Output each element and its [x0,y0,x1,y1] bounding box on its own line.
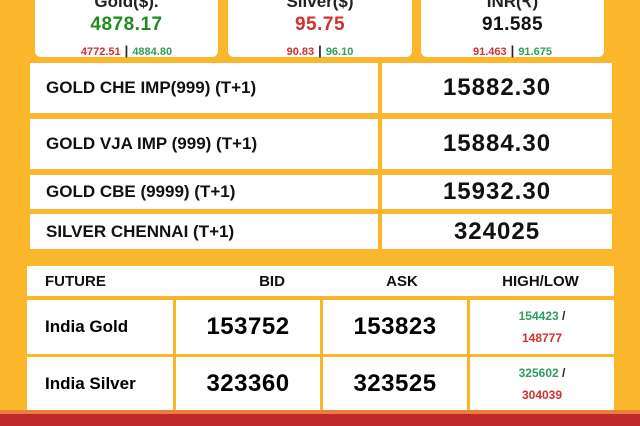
spot-row: GOLD CHE IMP(999) (T+1) 15882.30 [30,63,612,113]
future-ask: 153823 [323,300,467,354]
card-low: 91.463 [473,46,507,58]
card-high: 91.675 [518,46,552,58]
footer-divider [0,410,640,414]
header-future: FUTURE [45,272,106,290]
slash: / [562,309,566,323]
card-value: 95.75 [294,14,346,35]
spot-price: 15884.30 [382,119,612,169]
future-bid: 323360 [176,357,320,411]
card-low: 4772.51 [80,46,121,58]
future-name: India Gold [27,300,173,354]
inr-card: INR(₹) 91.585 91.463 | 91.675 [421,0,604,58]
card-high: 4884.80 [132,46,173,58]
spot-name: GOLD CHE IMP(999) (T+1) [30,63,378,113]
future-ask: 323525 [323,357,467,411]
futures-row: India Gold 153752 153823 154423 / 148777 [27,300,614,354]
spot-price: 15932.30 [382,175,612,209]
card-low: 90.83 [286,46,315,58]
separator: | [124,43,129,58]
future-name: India Silver [27,357,173,411]
card-high: 96.10 [325,46,354,58]
card-value: 91.585 [481,14,544,35]
future-high: 154423 [518,309,559,323]
spot-row: GOLD VJA IMP (999) (T+1) 15884.30 [30,119,612,169]
card-value: 4878.17 [90,14,163,35]
spot-name: GOLD CBE (9999) (T+1) [30,175,378,209]
header-bid: BID [259,272,285,290]
gold-usd-card: Gold($). 4878.17 4772.51 | 4884.80 [35,0,218,58]
separator: | [318,43,322,58]
spot-name: GOLD VJA IMP (999) (T+1) [30,119,378,169]
spot-price: 324025 [382,214,612,249]
spot-name: SILVER CHENNAI (T+1) [30,214,378,249]
card-title: Silver($) [286,0,354,11]
future-high: 325602 [518,366,559,380]
spot-price: 15882.30 [382,63,612,113]
future-bid: 153752 [176,300,320,354]
footer-bar [0,414,640,426]
silver-usd-card: Silver($) 95.75 90.83 | 96.10 [228,0,412,58]
card-title: Gold($). [94,0,159,11]
slash: / [562,366,566,380]
header-ask: ASK [386,272,418,290]
future-low: 148777 [521,331,563,345]
future-low: 304039 [521,388,563,402]
card-title: INR(₹) [486,0,539,11]
separator: | [510,43,515,58]
spot-row: GOLD CBE (9999) (T+1) 15932.30 [30,175,612,209]
futures-header: FUTURE BID ASK HIGH/LOW [27,266,614,296]
futures-row: India Silver 323360 323525 325602 / 30403… [27,357,614,411]
header-high-low: HIGH/LOW [502,272,579,290]
spot-row: SILVER CHENNAI (T+1) 324025 [30,214,612,249]
